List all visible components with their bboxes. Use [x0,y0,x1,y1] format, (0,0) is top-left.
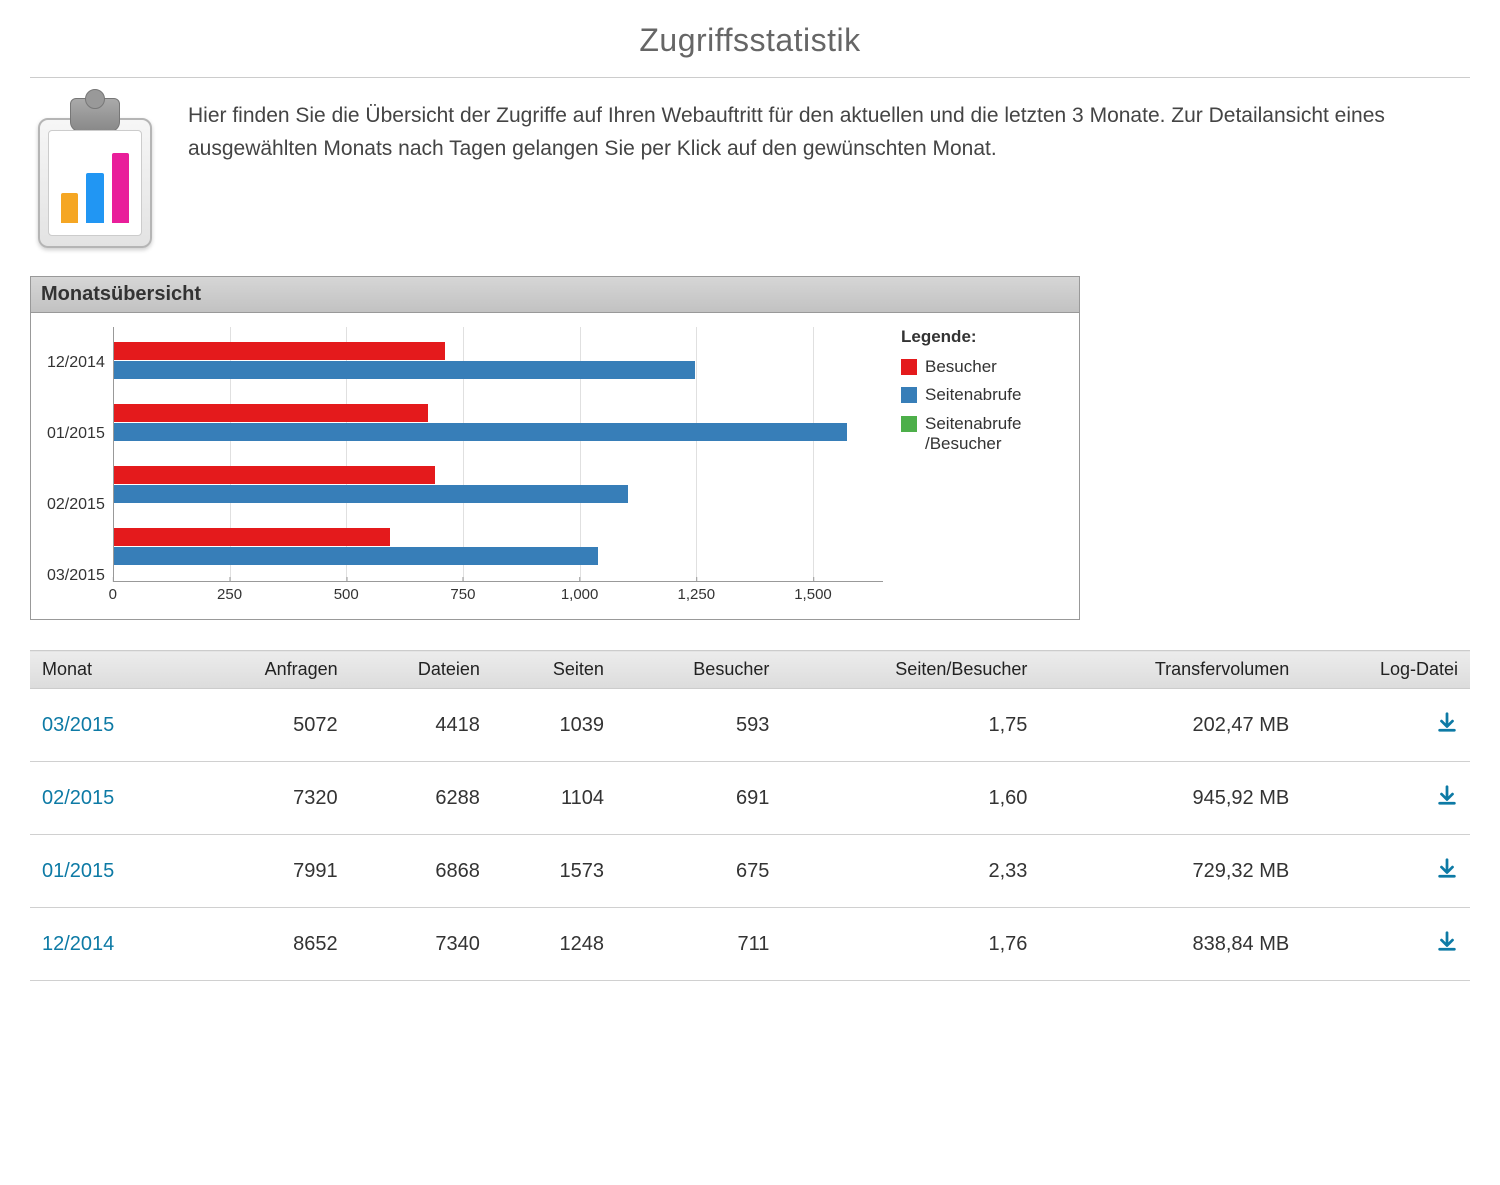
month-link[interactable]: 03/2015 [42,714,114,736]
download-log-icon[interactable] [1436,857,1458,879]
legend-swatch [901,359,917,375]
chart-bar-row[interactable] [113,455,883,517]
table-cell-seiten_pro_besucher: 1,75 [781,689,1039,762]
table-cell-anfragen: 7320 [189,762,349,835]
month-link[interactable]: 02/2015 [42,787,114,809]
table-cell-transfer: 729,32 MB [1039,835,1301,908]
chart-x-tick: 500 [334,582,359,603]
intro-text: Hier finden Sie die Übersicht der Zugrif… [188,98,1470,165]
intro-section: Hier finden Sie die Übersicht der Zugrif… [30,98,1470,248]
chart-legend: Legende: Besucher Seitenabrufe Seitenabruf… [883,327,1063,611]
chart-x-tick: 0 [109,582,117,603]
table-cell-transfer: 202,47 MB [1039,689,1301,762]
chart-y-label: 01/2015 [47,403,105,465]
chart-bar-row[interactable] [113,393,883,455]
chart-bar-row[interactable] [113,517,883,579]
chart-bar-besucher [113,342,445,360]
table-cell-anfragen: 5072 [189,689,349,762]
chart-bar-besucher [113,528,390,546]
legend-title: Legende: [901,327,1063,347]
table-cell-seiten_pro_besucher: 1,60 [781,762,1039,835]
table-cell-dateien: 7340 [350,908,492,981]
chart-bar-row[interactable] [113,331,883,393]
table-cell-dateien: 6288 [350,762,492,835]
table-cell-seiten: 1039 [492,689,616,762]
month-link[interactable]: 12/2014 [42,933,114,955]
table-header-monat: Monat [30,651,189,689]
download-log-icon[interactable] [1436,784,1458,806]
chart-y-label: 03/2015 [47,545,105,607]
table-header-anfragen: Anfragen [189,651,349,689]
table-cell-seiten: 1248 [492,908,616,981]
chart-x-tick: 1,500 [794,582,832,603]
table-cell-transfer: 838,84 MB [1039,908,1301,981]
table-cell-seiten_pro_besucher: 1,76 [781,908,1039,981]
chart-bar-seitenabrufe [113,547,598,565]
table-cell-seiten: 1104 [492,762,616,835]
month-link[interactable]: 01/2015 [42,860,114,882]
table-row: 03/2015 5072441810395931,75202,47 MB [30,689,1470,762]
legend-label: Seitenabrufe /Besucher [925,414,1063,455]
table-header-dateien: Dateien [350,651,492,689]
chart-title: Monatsübersicht [31,277,1079,313]
legend-item: Seitenabrufe /Besucher [901,414,1063,455]
table-cell-dateien: 6868 [350,835,492,908]
table-cell-dateien: 4418 [350,689,492,762]
table-row: 01/2015 7991686815736752,33729,32 MB [30,835,1470,908]
legend-item: Besucher [901,357,1063,377]
table-cell-seiten_pro_besucher: 2,33 [781,835,1039,908]
table-cell-anfragen: 8652 [189,908,349,981]
legend-label: Seitenabrufe [925,385,1021,405]
table-header-seiten: Seiten [492,651,616,689]
table-cell-transfer: 945,92 MB [1039,762,1301,835]
table-cell-anfragen: 7991 [189,835,349,908]
chart-y-label: 12/2014 [47,332,105,394]
download-log-icon[interactable] [1436,930,1458,952]
title-separator [30,77,1470,78]
chart-bar-besucher [113,466,436,484]
table-cell-besucher: 593 [616,689,781,762]
monthly-overview-chart: Monatsübersicht 12/2014 01/2015 02/2015 03/… [30,276,1080,620]
chart-bar-seitenabrufe [113,361,696,379]
legend-label: Besucher [925,357,997,377]
download-log-icon[interactable] [1436,711,1458,733]
table-header-transfer: Transfervolumen [1039,651,1301,689]
stats-table: MonatAnfragenDateienSeitenBesucherSeiten… [30,650,1470,981]
stats-clipboard-icon [30,98,160,248]
table-cell-besucher: 675 [616,835,781,908]
table-cell-seiten: 1573 [492,835,616,908]
chart-x-tick: 250 [217,582,242,603]
table-row: 12/2014 8652734012487111,76838,84 MB [30,908,1470,981]
legend-item: Seitenabrufe [901,385,1063,405]
chart-bar-seitenabrufe [113,485,628,503]
chart-bar-seitenabrufe [113,423,847,441]
table-header-log: Log-Datei [1301,651,1470,689]
table-header-besucher: Besucher [616,651,781,689]
table-cell-besucher: 711 [616,908,781,981]
chart-y-label: 02/2015 [47,474,105,536]
table-cell-besucher: 691 [616,762,781,835]
chart-x-tick: 750 [450,582,475,603]
chart-bar-besucher [113,404,428,422]
chart-x-tick: 1,250 [678,582,716,603]
legend-swatch [901,416,917,432]
legend-swatch [901,387,917,403]
page-title: Zugriffsstatistik [30,10,1470,77]
table-row: 02/2015 7320628811046911,60945,92 MB [30,762,1470,835]
chart-x-tick: 1,000 [561,582,599,603]
table-header-seiten_pro_besucher: Seiten/Besucher [781,651,1039,689]
